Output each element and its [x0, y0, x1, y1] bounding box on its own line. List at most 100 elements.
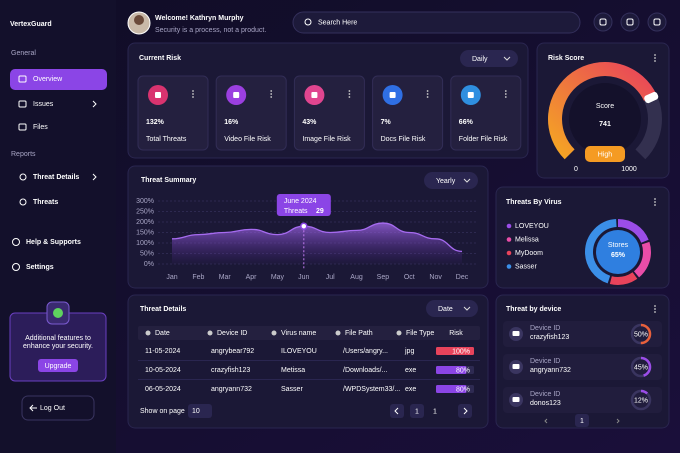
x-tick-label: Dec	[456, 274, 469, 281]
page-number: 1	[433, 408, 437, 415]
risk-bar	[436, 347, 474, 355]
menu-dot	[270, 93, 273, 95]
ring-value	[630, 323, 652, 345]
panel-title: Threat by device	[506, 306, 561, 313]
cell: angryann732	[211, 386, 252, 393]
risk-card-glyph	[311, 92, 318, 98]
cell: 10-05-2024	[145, 367, 181, 374]
device-row	[503, 321, 662, 347]
risk-bar	[436, 385, 467, 393]
y-tick-label: 100%	[136, 240, 154, 247]
page-button[interactable]	[410, 404, 424, 418]
nav-item: Threats	[33, 199, 58, 206]
column-icon	[207, 330, 213, 336]
ring-value	[630, 356, 652, 378]
logout-button[interactable]	[21, 395, 95, 421]
menu-dot	[192, 93, 194, 95]
panel-title: Threat Details	[140, 306, 186, 313]
y-tick-label: 200%	[136, 219, 154, 226]
page-prev[interactable]	[390, 404, 404, 418]
gauge-inner	[569, 83, 641, 155]
tooltip-title: June 2024	[284, 198, 317, 205]
column-icon	[271, 330, 277, 336]
y-tick-label: 250%	[136, 208, 154, 215]
risk-card-label: Image File Risk	[302, 136, 351, 143]
gauge-label: Score	[596, 103, 614, 110]
chevron	[92, 100, 97, 108]
tooltip-value: 29	[316, 208, 324, 215]
x-tick-label: Oct	[404, 274, 415, 281]
page-size-select[interactable]	[188, 404, 212, 418]
menu-dot	[504, 96, 507, 98]
risk-card-label: Total Threats	[146, 136, 187, 143]
device-glyph	[512, 397, 520, 402]
level-label: High	[598, 151, 613, 158]
nav-icon	[18, 100, 27, 108]
risk-card-glyph	[467, 92, 474, 98]
cell: ILOVEYOU	[281, 348, 317, 355]
dropdown[interactable]	[460, 50, 518, 67]
nav-active[interactable]	[10, 69, 107, 90]
menu-dot	[192, 96, 194, 98]
donut-segment	[585, 219, 651, 285]
x-tick-label: Aug	[350, 274, 363, 281]
dropdown[interactable]	[426, 300, 478, 317]
upgrade-button[interactable]	[38, 359, 78, 372]
device-next	[616, 418, 620, 424]
logout-icon	[29, 404, 37, 412]
legend-swatch	[506, 237, 512, 242]
dropdown-label: Yearly	[436, 178, 456, 185]
legend-swatch	[506, 223, 512, 229]
donut-value: 65%	[611, 252, 626, 259]
promo-text: enhance your security.	[23, 343, 93, 350]
cell: Sasser	[281, 386, 303, 393]
device-name: angryann732	[530, 367, 571, 374]
risk-card-label: Folder File Risk	[459, 136, 508, 143]
legend-label: MyDoom	[515, 250, 543, 257]
header-button[interactable]	[647, 12, 667, 32]
cell: angrybear792	[211, 348, 254, 355]
search-icon	[304, 18, 312, 26]
x-tick-label: Nov	[429, 274, 442, 281]
risk-bar	[436, 366, 467, 374]
ring-label: 12%	[634, 397, 648, 404]
risk-card-label: Docs File Risk	[381, 136, 426, 143]
ring-label: 45%	[634, 364, 648, 371]
panel-title: Threats By Virus	[506, 199, 562, 206]
dropdown[interactable]	[424, 172, 478, 189]
cell: 06-05-2024	[145, 386, 181, 393]
tagline: Security is a process, not a product.	[155, 27, 266, 34]
donut-label: Stores	[608, 242, 629, 249]
x-tick-label: Sep	[377, 274, 390, 281]
page-next[interactable]	[458, 404, 472, 418]
x-tick-label: Feb	[192, 274, 204, 281]
device-page[interactable]	[575, 414, 589, 427]
logout-label: Log Out	[40, 405, 65, 412]
menu-dot	[348, 90, 351, 92]
search-box[interactable]	[292, 11, 581, 34]
header-button[interactable]	[593, 12, 613, 32]
promo-text: Additional features to	[25, 335, 91, 342]
promo-icon-dot	[53, 308, 63, 318]
header-button[interactable]	[620, 12, 640, 32]
risk-card-value: 132%	[146, 119, 165, 126]
legend-swatch	[506, 250, 512, 256]
gauge-knob	[644, 91, 659, 104]
section-label: General	[11, 50, 36, 57]
y-tick-label: 300%	[136, 198, 154, 205]
menu-dot	[348, 93, 351, 95]
brand: VertexGuard	[10, 21, 52, 28]
cell: exe	[405, 386, 416, 393]
nav-icon	[18, 75, 27, 83]
risk-label: 80%	[456, 386, 470, 393]
column-header: Date	[155, 330, 170, 337]
donut-segment	[585, 219, 651, 285]
column-header: Risk	[449, 330, 463, 337]
menu-dot	[426, 93, 429, 95]
menu-dot	[654, 60, 656, 62]
risk-card-value: 16%	[224, 119, 239, 126]
chevron	[463, 178, 471, 183]
nav-item: Settings	[26, 264, 54, 271]
menu-dot	[348, 96, 351, 98]
device-glyph	[512, 331, 520, 336]
